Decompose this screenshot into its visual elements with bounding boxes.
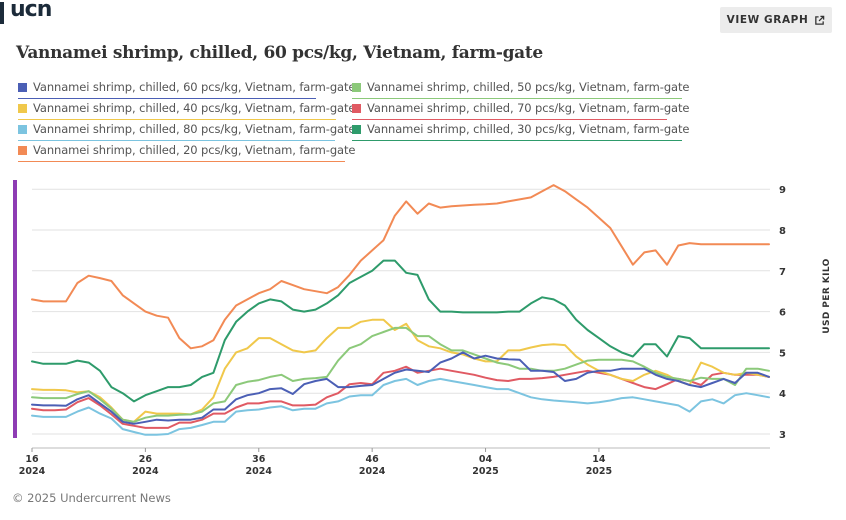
legend-swatch bbox=[18, 103, 27, 113]
series-line bbox=[31, 377, 770, 436]
legend-item[interactable]: Vannamei shrimp, chilled, 50 pcs/kg, Vie… bbox=[352, 77, 689, 99]
legend-item[interactable]: Vannamei shrimp, chilled, 80 pcs/kg, Vie… bbox=[18, 119, 355, 141]
x-tick-year: 2024 bbox=[19, 466, 46, 477]
legend-label: Vannamei shrimp, chilled, 20 pcs/kg, Vie… bbox=[33, 143, 356, 157]
legend-swatch bbox=[352, 103, 361, 113]
legend-swatch bbox=[18, 145, 27, 155]
logo-text: ucn bbox=[10, 0, 52, 22]
x-tick-year: 2025 bbox=[472, 466, 498, 477]
series-line bbox=[31, 326, 770, 423]
legend-underline bbox=[18, 98, 316, 99]
x-tick-label: 36 bbox=[252, 454, 266, 465]
x-tick-year: 2024 bbox=[359, 466, 386, 477]
legend-swatch bbox=[18, 124, 27, 134]
legend-label: Vannamei shrimp, chilled, 50 pcs/kg, Vie… bbox=[367, 80, 690, 94]
legend-swatch bbox=[352, 82, 361, 92]
legend-underline bbox=[352, 140, 682, 141]
x-tick-year: 2024 bbox=[246, 466, 273, 477]
y-tick-label: 6 bbox=[779, 308, 786, 319]
legend-item[interactable]: Vannamei shrimp, chilled, 60 pcs/kg, Vie… bbox=[18, 77, 355, 99]
y-tick-label: 4 bbox=[779, 389, 786, 400]
legend-label: Vannamei shrimp, chilled, 70 pcs/kg, Vie… bbox=[367, 101, 690, 115]
accent-bar bbox=[13, 180, 17, 438]
x-tick-label: 26 bbox=[139, 454, 153, 465]
legend-underline bbox=[352, 119, 667, 120]
y-axis-label: USD PER KILO bbox=[822, 258, 832, 333]
external-link-icon bbox=[815, 15, 825, 25]
y-tick-label: 7 bbox=[779, 267, 786, 278]
legend-underline bbox=[18, 140, 335, 141]
x-tick-label: 16 bbox=[25, 454, 39, 465]
view-graph-button[interactable]: VIEW GRAPH bbox=[720, 7, 832, 33]
legend-label: Vannamei shrimp, chilled, 60 pcs/kg, Vie… bbox=[33, 80, 356, 94]
chart-title: Vannamei shrimp, chilled, 60 pcs/kg, Vie… bbox=[16, 43, 543, 63]
legend-label: Vannamei shrimp, chilled, 80 pcs/kg, Vie… bbox=[33, 122, 356, 136]
ucn-logo: ucn bbox=[0, 0, 52, 28]
series-line bbox=[31, 184, 770, 350]
view-graph-label: VIEW GRAPH bbox=[726, 14, 809, 26]
series-line bbox=[31, 351, 770, 425]
legend-underline bbox=[352, 98, 682, 99]
legend-item[interactable]: Vannamei shrimp, chilled, 20 pcs/kg, Vie… bbox=[18, 140, 355, 162]
logo-bar bbox=[0, 2, 4, 24]
x-tick-label: 14 bbox=[592, 454, 606, 465]
legend-swatch bbox=[18, 82, 27, 92]
y-tick-label: 9 bbox=[779, 185, 786, 196]
x-tick-year: 2024 bbox=[132, 466, 159, 477]
legend-underline bbox=[18, 161, 345, 162]
legend-item[interactable]: Vannamei shrimp, chilled, 70 pcs/kg, Vie… bbox=[352, 98, 689, 120]
y-tick-label: 5 bbox=[779, 348, 786, 359]
copyright-footer: © 2025 Undercurrent News bbox=[12, 491, 171, 505]
legend-item[interactable]: Vannamei shrimp, chilled, 30 pcs/kg, Vie… bbox=[352, 119, 689, 141]
y-tick-label: 8 bbox=[779, 226, 786, 237]
x-tick-label: 04 bbox=[479, 454, 493, 465]
legend-item[interactable]: Vannamei shrimp, chilled, 40 pcs/kg, Vie… bbox=[18, 98, 355, 120]
legend-label: Vannamei shrimp, chilled, 40 pcs/kg, Vie… bbox=[33, 101, 356, 115]
y-tick-label: 3 bbox=[779, 430, 786, 441]
series-line bbox=[31, 259, 770, 403]
x-tick-year: 2025 bbox=[586, 466, 612, 477]
legend-underline bbox=[18, 119, 336, 120]
x-tick-label: 46 bbox=[366, 454, 380, 465]
series-line bbox=[31, 365, 770, 429]
legend-label: Vannamei shrimp, chilled, 30 pcs/kg, Vie… bbox=[367, 122, 690, 136]
legend-swatch bbox=[352, 124, 361, 134]
